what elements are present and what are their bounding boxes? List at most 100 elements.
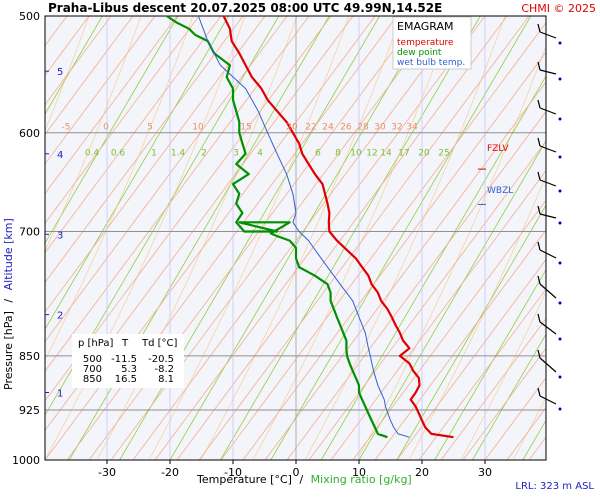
dry-adiabat-label: 34 [406,123,418,133]
dry-adiabat-line [45,16,134,136]
legend-dewpoint: dew point [397,48,442,58]
wind-barb-staff [539,395,557,405]
series-wet-bulb-temp [197,15,410,438]
table-header-td: Td [°C] [141,338,178,349]
dry-adiabat-line [308,140,546,460]
moist-adiabat-line [408,175,546,460]
wind-barb-staff [539,179,557,187]
wind-barb-dot [558,77,562,81]
wind-barb-flag [537,99,541,109]
table-row-850-td: 8.1 [158,374,174,385]
dry-adiabat-line [595,16,600,460]
dry-adiabat-line [45,16,266,313]
mixing-ratio-line [573,16,600,460]
dry-adiabat-label: 24 [322,123,334,133]
fzlv-label: FZLV [487,144,509,154]
xlabel-separator: / [299,473,303,486]
xlabel-temperature: Temperature [°C] [196,473,292,486]
profile-series [166,15,454,439]
dry-adiabat-line [45,16,332,402]
mixing-ratio-label: 1.4 [171,149,186,159]
mixing-ratio-label: 14 [380,149,392,159]
wind-barb-dot [558,261,562,265]
wbzl-label: WBZL [487,186,513,196]
mixing-ratio-label: 10 [350,149,362,159]
moist-adiabat-line [148,16,350,460]
copyright: CHMI © 2025 [521,2,596,15]
mixing-ratio-label: 4 [257,149,263,159]
mixing-ratio-label: 25 [438,149,449,159]
table-header-t: T [121,338,129,349]
wind-barb-dot [558,221,562,225]
mixing-ratio-label: 12 [366,149,377,159]
altitude-tick-label: 4 [57,150,63,161]
dry-adiabat-line [154,16,486,460]
dry-adiabat-line [551,16,600,460]
chart-title: Praha-Libus descent 20.07.2025 08:00 UTC… [48,1,442,15]
wind-barb-staff [539,69,557,75]
dry-adiabat-line [352,199,546,460]
legend-wetbulb: wet bulb temp. [397,58,465,68]
temp-tick-label: -30 [98,466,116,479]
wind-barb-flag [537,23,541,33]
dry-adiabat-line [198,16,530,460]
temp-tick-label: 10 [352,466,366,479]
altitude-tick-label: 1 [57,389,63,400]
wind-barb-staff [539,357,557,373]
moist-adiabat-line [304,16,506,460]
wind-barb-dot [558,337,562,341]
moist-adiabat-line [45,16,246,460]
pressure-tick-label: 925 [19,404,40,417]
wind-barb-staff [539,145,557,153]
dry-adiabat-line [440,318,546,460]
svg-text:Pressure [hPa] / A: Pressure [hPa] / Altitude [km] [2,218,15,390]
dry-adiabat-label: -5 [62,123,71,133]
mixing-ratio-line [434,268,546,460]
temp-tick-label: -10 [224,466,242,479]
dry-adiabat-line [45,16,200,224]
mixing-ratio-label: 0.4 [85,149,100,159]
mixing-ratio-line [169,16,431,460]
mixing-ratio-label: 3 [233,149,239,159]
wind-barb-flag [537,205,541,215]
ylabel-pressure: Pressure [hPa] [2,311,15,390]
table-row-700-td: -8.2 [154,364,174,375]
mixing-ratio-label: 8 [335,149,341,159]
moist-adiabat-line [460,291,546,460]
temp-tick-label: 30 [478,466,492,479]
moist-adiabat-line [565,16,600,460]
mixing-ratio-label: 2 [201,149,207,159]
dry-adiabat-label: 28 [357,123,369,133]
dry-adiabat-line [45,16,156,165]
table-row-700-t: 5.3 [121,364,137,375]
mixing-ratio-label: 1 [151,149,157,159]
mixing-ratio-label: 6 [315,149,321,159]
legend-title: EMAGRAM [397,20,454,33]
wind-barb-flag [537,137,541,147]
wind-barb-staff [539,213,557,219]
wind-barb-dot [558,117,562,121]
wind-barbs [537,23,562,411]
wind-barb-flag [537,61,541,71]
wind-barb-dot [558,41,562,45]
mixing-ratio-line [45,16,179,244]
dry-adiabat-line [573,16,600,460]
legend-temperature: temperature [397,38,454,48]
temp-tick-label: 20 [415,466,429,479]
wind-barb-staff [539,249,557,259]
wind-barb-dot [558,407,562,411]
dry-adiabat-line [45,16,222,254]
table-row-500-td: -20.5 [148,354,174,365]
table-row-850-t: 16.5 [115,374,137,385]
dry-adiabat-label: 22 [305,123,316,133]
mixing-ratio-line [396,204,546,460]
wind-barb-flag [537,313,541,323]
series-temperature [222,15,454,439]
mixing-ratio-line [358,139,546,460]
dry-adiabat-label: 32 [391,123,402,133]
mixing-ratio-line [472,333,546,460]
wind-barb-dot [558,375,562,379]
dry-adiabat-line [484,377,546,460]
pressure-tick-label: 850 [19,350,40,363]
wind-barb-flag [537,387,541,397]
